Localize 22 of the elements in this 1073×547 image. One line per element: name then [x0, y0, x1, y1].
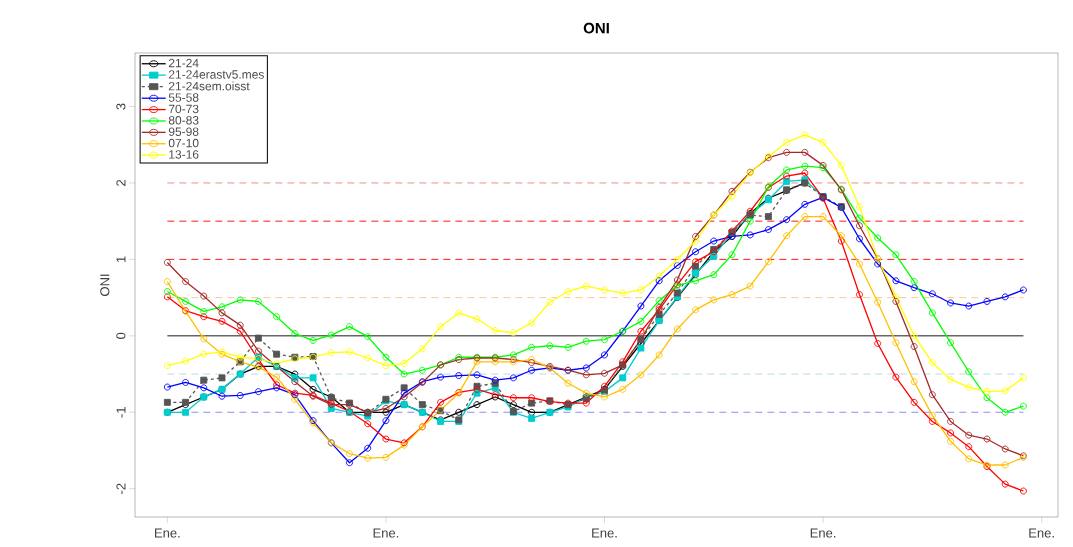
x-tick-label: Ene.	[373, 528, 399, 538]
y-tick-label: 2	[116, 179, 126, 186]
y-tick-label: 1	[116, 256, 126, 263]
chart-title: ONI	[583, 22, 609, 34]
y-tick-label: -2	[116, 483, 126, 494]
x-tick-label: Ene.	[1029, 528, 1054, 538]
x-tick-label: Ene.	[155, 528, 180, 538]
legend-label: 13-16	[169, 150, 199, 159]
legend-label: 95-98	[168, 127, 199, 136]
x-tick-label: Ene.	[592, 528, 617, 538]
x-tick-label: Ene.	[810, 528, 836, 538]
y-tick-label: 0	[116, 332, 126, 339]
legend-label: 55-58	[168, 93, 199, 102]
legend-label: 21-24erastv5.mes	[168, 70, 264, 79]
legend-label: 80-83	[168, 116, 199, 125]
y-tick-label: 3	[116, 103, 126, 110]
legend-label: 07-10	[168, 138, 199, 148]
legend-label: 21-24	[168, 58, 199, 68]
y-tick-label: -1	[116, 407, 126, 418]
y-axis-title: ONI	[100, 274, 110, 296]
legend-label: 21-24sem.oisst	[168, 81, 250, 91]
legend-label: 70-73	[168, 104, 199, 114]
